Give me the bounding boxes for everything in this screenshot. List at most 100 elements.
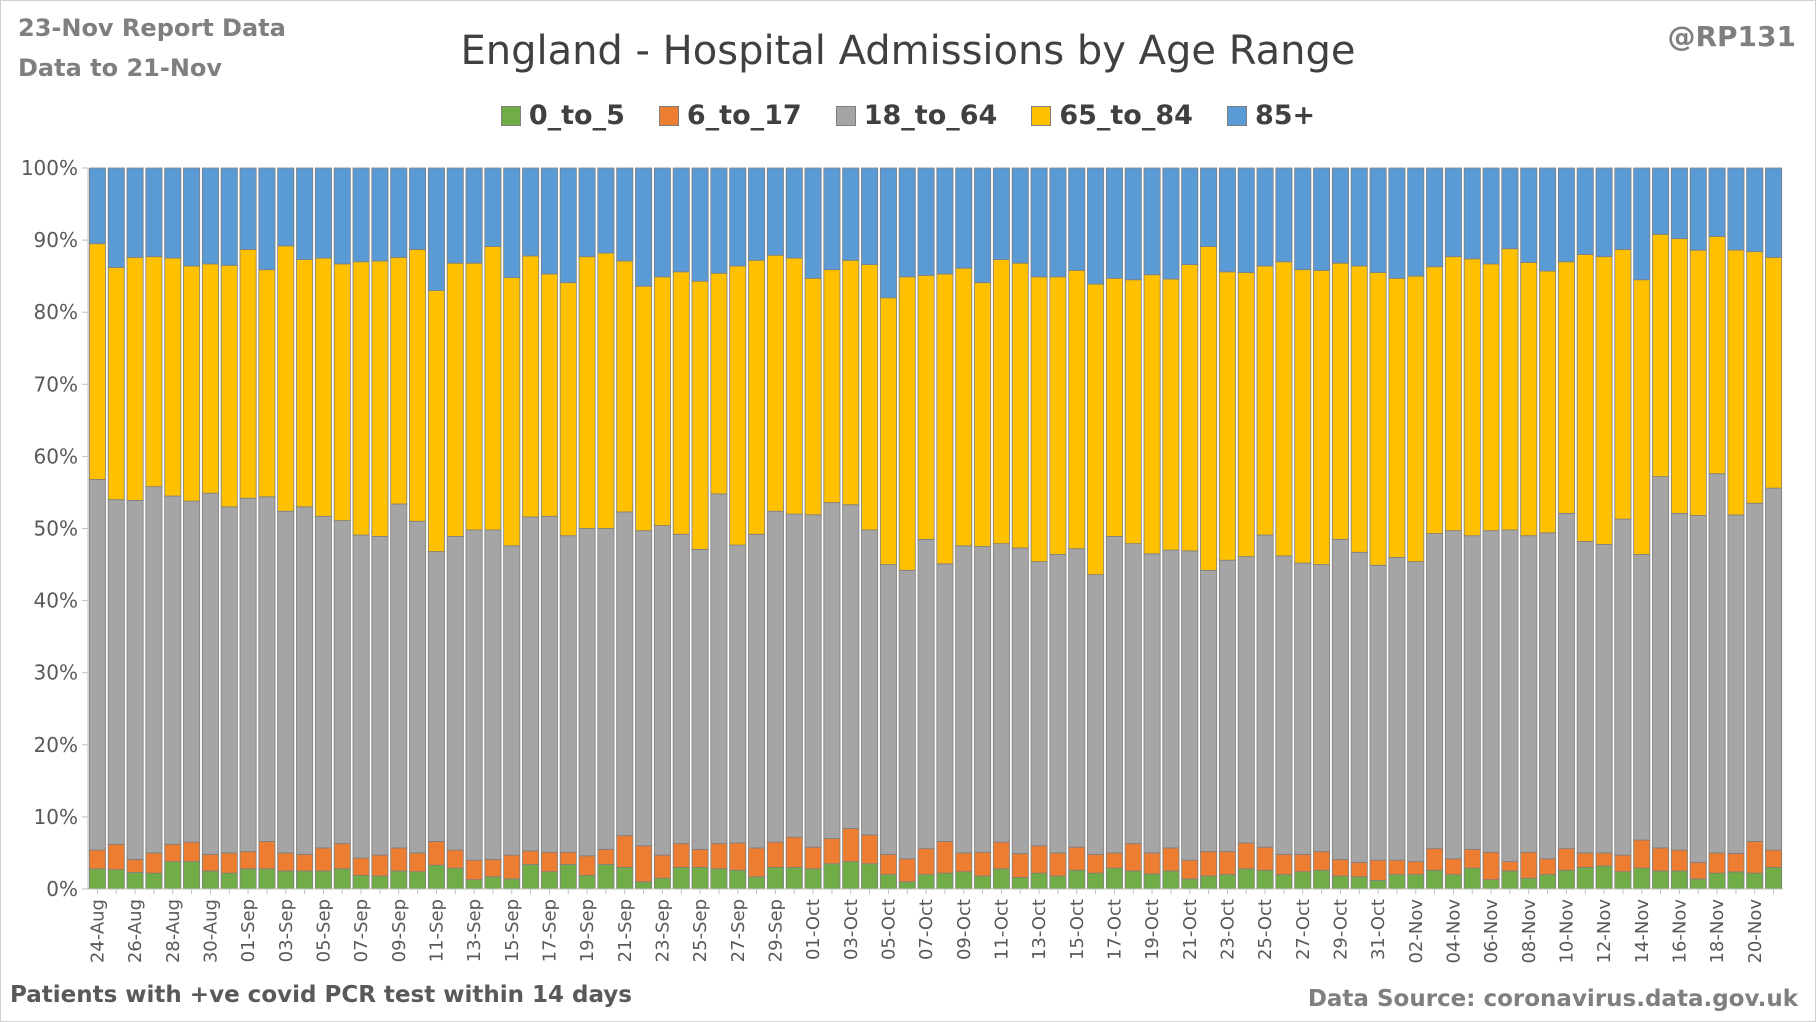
bar-segment-85plus bbox=[691, 167, 709, 282]
bar-segment-65-to-84 bbox=[1557, 261, 1575, 514]
bar-segment-6-to-17 bbox=[277, 852, 295, 872]
bar-segment-6-to-17 bbox=[804, 846, 822, 870]
bar-segment-0-to-5 bbox=[1218, 874, 1236, 890]
bar-segment-85plus bbox=[1670, 167, 1688, 240]
bar-segment-85plus bbox=[1633, 167, 1651, 281]
bar-segment-65-to-84 bbox=[1727, 249, 1745, 516]
bar-segment-85plus bbox=[1162, 167, 1180, 280]
bar-segment-18-to-64 bbox=[691, 549, 709, 850]
legend-swatch-85-plus bbox=[1226, 105, 1247, 126]
bar-segment-65-to-84 bbox=[220, 264, 238, 508]
bar-segment-18-to-64 bbox=[201, 492, 219, 855]
bar-segment-85plus bbox=[1727, 167, 1745, 251]
bar-segment-85plus bbox=[1124, 167, 1142, 281]
bar-segment-0-to-5 bbox=[1313, 869, 1331, 890]
bar-segment-85plus bbox=[936, 167, 954, 275]
bar-segment-6-to-17 bbox=[1633, 839, 1651, 869]
bar-segment-0-to-5 bbox=[766, 866, 784, 890]
bar-segment-0-to-5 bbox=[1388, 874, 1406, 890]
bar-segment-0-to-5 bbox=[672, 866, 690, 890]
x-tick-label: 13-Oct bbox=[1029, 899, 1050, 960]
x-tick-label: 30-Aug bbox=[200, 899, 221, 963]
bar-segment-0-to-5 bbox=[616, 866, 634, 890]
bar-segment-0-to-5 bbox=[446, 867, 464, 890]
bar-segment-0-to-5 bbox=[1482, 879, 1500, 890]
bar-segment-18-to-64 bbox=[992, 543, 1010, 843]
x-tick-label: 01-Sep bbox=[238, 899, 259, 962]
bar-segment-85plus bbox=[1463, 167, 1481, 260]
bar-segment-6-to-17 bbox=[1369, 859, 1387, 881]
bar-segment-6-to-17 bbox=[1595, 852, 1613, 867]
bar-segment-18-to-64 bbox=[1426, 533, 1444, 850]
legend-swatch-18-to-64 bbox=[835, 105, 856, 126]
bar-segment-0-to-5 bbox=[1670, 870, 1688, 890]
bar-segment-18-to-64 bbox=[1633, 554, 1651, 841]
bar-segment-6-to-17 bbox=[220, 852, 238, 874]
bar-segment-18-to-64 bbox=[1124, 543, 1142, 844]
bar-segment-6-to-17 bbox=[1162, 847, 1180, 872]
bar-segment-85plus bbox=[427, 167, 445, 291]
bar-segment-18-to-64 bbox=[785, 513, 803, 838]
bar-segment-18-to-64 bbox=[616, 511, 634, 837]
bar-segment-85plus bbox=[1557, 167, 1575, 263]
bar-segment-65-to-84 bbox=[427, 290, 445, 552]
bar-segment-0-to-5 bbox=[352, 874, 370, 890]
bar-segment-6-to-17 bbox=[1670, 849, 1688, 872]
bar-segment-18-to-64 bbox=[898, 569, 916, 860]
bar-segment-65-to-84 bbox=[1633, 279, 1651, 555]
bar-segment-65-to-84 bbox=[691, 280, 709, 550]
legend-item-85-plus: 85+ bbox=[1226, 100, 1315, 131]
bar-segment-0-to-5 bbox=[898, 881, 916, 890]
legend-item-65-to-84: 65_to_84 bbox=[1031, 100, 1193, 131]
bar-segment-0-to-5 bbox=[1369, 879, 1387, 890]
bar-segment-65-to-84 bbox=[578, 256, 596, 529]
bar-segment-85plus bbox=[503, 167, 521, 278]
bar-segment-65-to-84 bbox=[1652, 233, 1670, 477]
bar-segment-0-to-5 bbox=[1708, 872, 1726, 890]
bar-segment-65-to-84 bbox=[936, 273, 954, 565]
x-tick-label: 06-Nov bbox=[1481, 899, 1502, 964]
bar-segment-65-to-84 bbox=[201, 263, 219, 494]
bar-segment-85plus bbox=[1369, 167, 1387, 273]
x-tick-label: 10-Nov bbox=[1556, 899, 1577, 964]
bar-segment-65-to-84 bbox=[917, 275, 935, 540]
bar-segment-85plus bbox=[220, 167, 238, 266]
bar-segment-6-to-17 bbox=[503, 854, 521, 880]
bar-segment-18-to-64 bbox=[1143, 553, 1161, 854]
x-tick-label: 05-Oct bbox=[878, 899, 899, 960]
bar-segment-65-to-84 bbox=[1256, 265, 1274, 536]
bar-segment-65-to-84 bbox=[635, 285, 653, 532]
bar-segment-85plus bbox=[974, 167, 992, 284]
x-tick-label: 19-Sep bbox=[577, 899, 598, 962]
bar-segment-0-to-5 bbox=[1331, 875, 1349, 890]
legend-item-18-to-64: 18_to_64 bbox=[835, 100, 997, 131]
bar-segment-18-to-64 bbox=[314, 515, 332, 849]
x-tick-label: 14-Nov bbox=[1632, 899, 1653, 964]
bar-segment-85plus bbox=[88, 167, 106, 245]
bar-segment-6-to-17 bbox=[635, 845, 653, 883]
bar-segment-0-to-5 bbox=[1501, 870, 1519, 890]
bar-segment-18-to-64 bbox=[936, 563, 954, 842]
bar-segment-6-to-17 bbox=[427, 841, 445, 866]
bar-segment-6-to-17 bbox=[88, 849, 106, 870]
bar-segment-0-to-5 bbox=[1162, 870, 1180, 890]
bar-segment-85plus bbox=[710, 167, 728, 274]
bar-segment-6-to-17 bbox=[239, 851, 257, 870]
bar-segment-65-to-84 bbox=[842, 259, 860, 506]
bar-segment-85plus bbox=[333, 167, 351, 265]
bar-segment-6-to-17 bbox=[1011, 853, 1029, 878]
bar-segment-18-to-64 bbox=[1652, 476, 1670, 849]
bar-segment-18-to-64 bbox=[1407, 561, 1425, 863]
bar-segment-65-to-84 bbox=[1237, 272, 1255, 558]
bar-segment-0-to-5 bbox=[1520, 877, 1538, 890]
bar-segment-6-to-17 bbox=[1294, 853, 1312, 873]
bar-segment-0-to-5 bbox=[296, 870, 314, 890]
x-tick-label: 23-Sep bbox=[652, 899, 673, 962]
bar-segment-85plus bbox=[1143, 167, 1161, 276]
bar-segment-18-to-64 bbox=[88, 479, 106, 851]
bar-segment-18-to-64 bbox=[1501, 529, 1519, 863]
bar-segment-65-to-84 bbox=[1576, 254, 1594, 542]
x-tick-label: 08-Nov bbox=[1519, 899, 1540, 964]
bar-segment-6-to-17 bbox=[1237, 842, 1255, 870]
